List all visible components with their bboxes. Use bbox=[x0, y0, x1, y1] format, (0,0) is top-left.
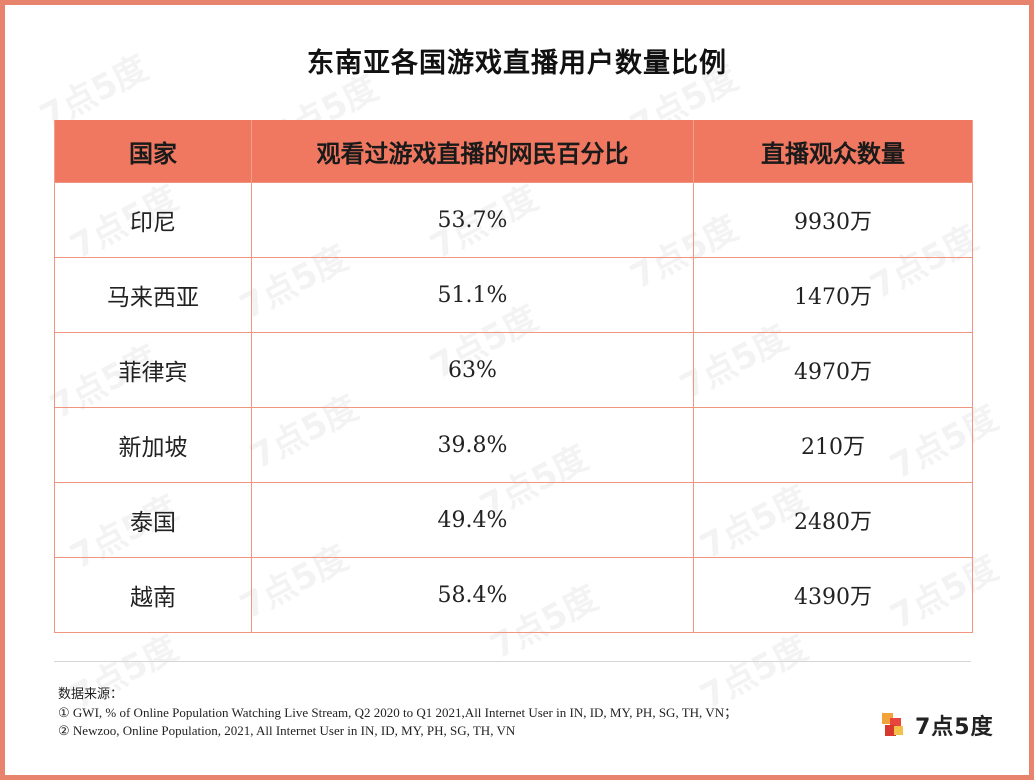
cell-viewers: 4390万 bbox=[693, 557, 973, 633]
cell-viewers: 4970万 bbox=[693, 332, 973, 408]
cell-percent: 51.1% bbox=[251, 257, 694, 333]
table-row: 马来西亚 51.1% 1470万 bbox=[54, 257, 973, 333]
table-row: 越南 58.4% 4390万 bbox=[54, 557, 973, 633]
table-row: 菲律宾 63% 4970万 bbox=[54, 332, 973, 408]
cell-country: 越南 bbox=[54, 557, 252, 633]
table-header-row: 国家 观看过游戏直播的网民百分比 直播观众数量 bbox=[54, 120, 973, 183]
cell-country: 马来西亚 bbox=[54, 257, 252, 333]
cell-percent: 58.4% bbox=[251, 557, 694, 633]
table-row: 新加坡 39.8% 210万 bbox=[54, 407, 973, 483]
page-title: 东南亚各国游戏直播用户数量比例 bbox=[307, 48, 727, 79]
data-table: 国家 观看过游戏直播的网民百分比 直播观众数量 印尼 53.7% 9930万 马… bbox=[54, 120, 973, 633]
7d5-logo-icon bbox=[882, 713, 903, 736]
cell-viewers: 2480万 bbox=[693, 482, 973, 558]
column-header-country: 国家 bbox=[54, 120, 252, 183]
column-header-viewers: 直播观众数量 bbox=[693, 120, 973, 183]
cell-viewers: 1470万 bbox=[693, 257, 973, 333]
logo-text: 7点5度 bbox=[915, 715, 994, 740]
source-notes: 数据来源： ① GWI, % of Online Population Watc… bbox=[58, 686, 737, 740]
cell-percent: 39.8% bbox=[251, 407, 694, 483]
data-table-container: 国家 观看过游戏直播的网民百分比 直播观众数量 印尼 53.7% 9930万 马… bbox=[54, 120, 973, 633]
cell-country: 新加坡 bbox=[54, 407, 252, 483]
cell-country: 印尼 bbox=[54, 182, 252, 258]
table-row: 印尼 53.7% 9930万 bbox=[54, 182, 973, 258]
source-heading: 数据来源： bbox=[58, 687, 124, 702]
table-row: 泰国 49.4% 2480万 bbox=[54, 482, 973, 558]
cell-percent: 49.4% bbox=[251, 482, 694, 558]
cell-country: 泰国 bbox=[54, 482, 252, 558]
cell-percent: 53.7% bbox=[251, 182, 694, 258]
section-divider bbox=[54, 661, 971, 662]
source-line: ② Newzoo, Online Population, 2021, All I… bbox=[58, 723, 516, 738]
brand-logo: 7点5度 bbox=[881, 709, 994, 741]
cell-percent: 63% bbox=[251, 332, 694, 408]
source-line: ① GWI, % of Online Population Watching L… bbox=[58, 705, 738, 720]
cell-viewers: 210万 bbox=[693, 407, 973, 483]
cell-country: 菲律宾 bbox=[54, 332, 252, 408]
column-header-percent: 观看过游戏直播的网民百分比 bbox=[251, 120, 694, 183]
cell-viewers: 9930万 bbox=[693, 182, 973, 258]
